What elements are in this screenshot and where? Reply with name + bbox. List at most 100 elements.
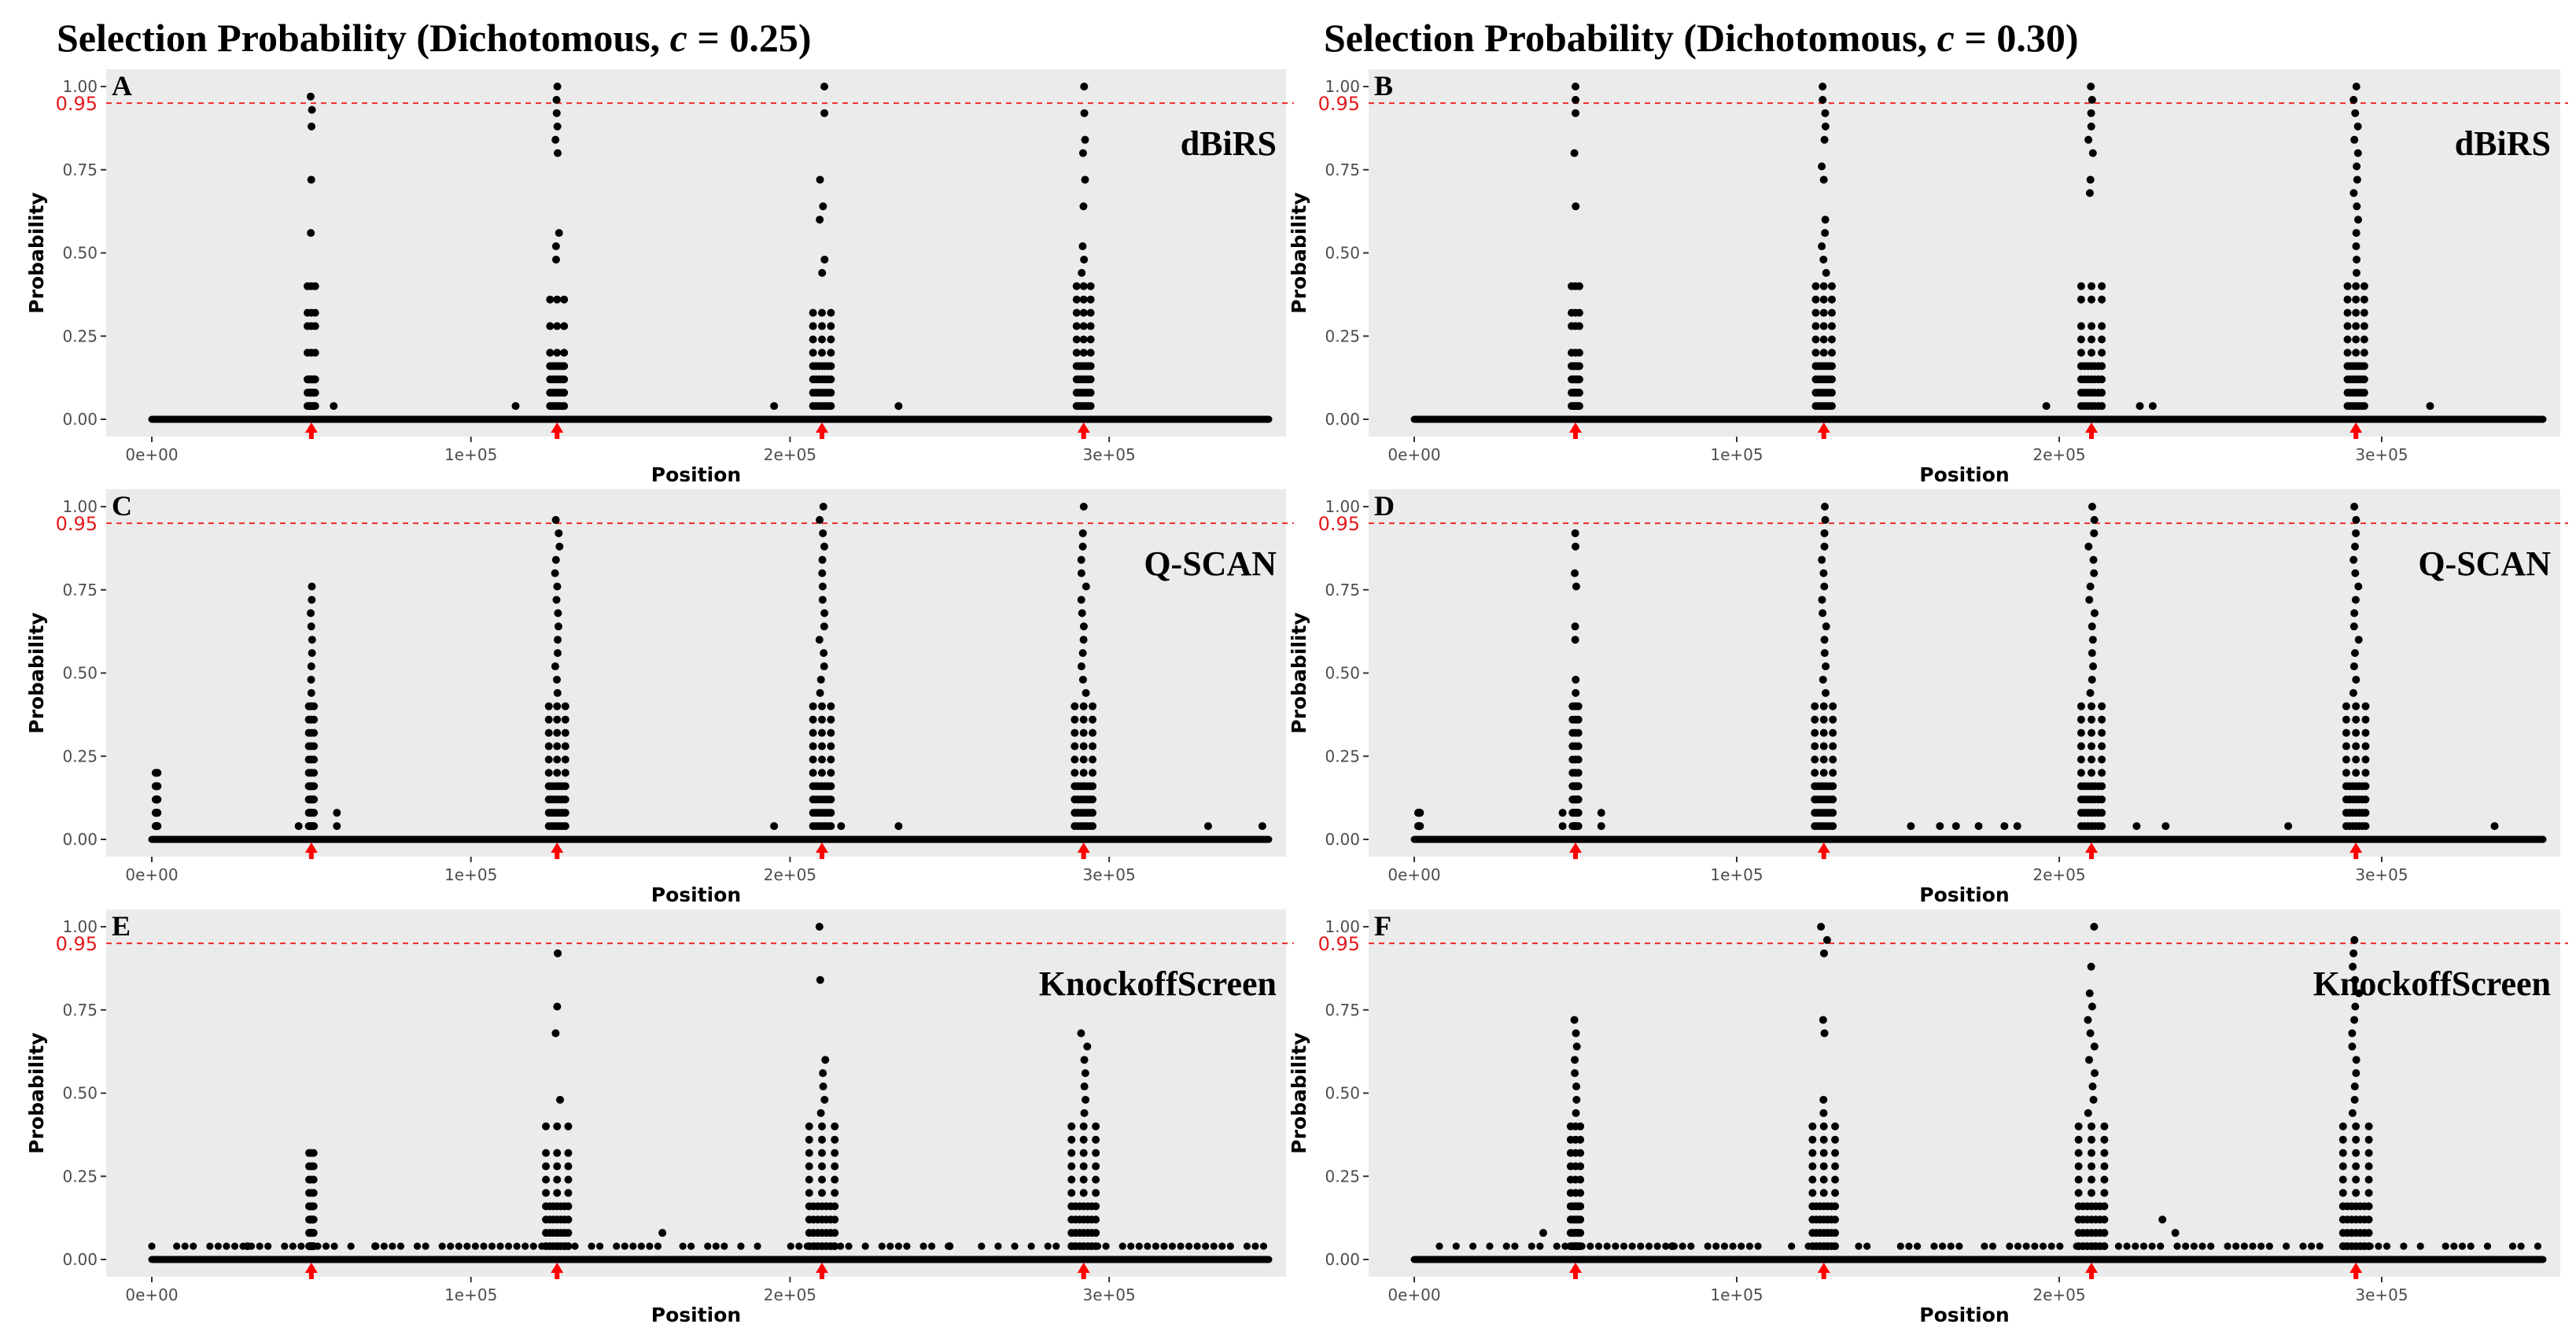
data-point (2400, 1242, 2408, 1250)
data-point (2349, 622, 2358, 631)
data-point (555, 529, 563, 537)
data-point (2000, 822, 2009, 831)
data-point (1203, 822, 1212, 831)
data-point (306, 92, 315, 101)
data-point (2342, 769, 2350, 777)
causal-arrow-icon (551, 843, 564, 859)
data-point (551, 1029, 560, 1038)
data-point (1572, 582, 1580, 591)
data-point (2098, 402, 2106, 411)
data-point (720, 1242, 728, 1250)
data-point (2098, 782, 2106, 791)
x-tick-label: 1e+05 (1710, 1285, 1763, 1304)
threshold-label: 0.95 (1318, 93, 1360, 115)
causal-arrow-icon (2085, 843, 2098, 859)
data-point (2084, 1056, 2093, 1064)
data-point (2458, 1242, 2467, 1250)
data-point (2089, 662, 2098, 671)
data-point (1831, 1202, 1840, 1211)
data-point (1829, 728, 1837, 737)
data-point (1821, 515, 1830, 524)
threshold-label: 0.95 (56, 513, 98, 535)
data-point (2100, 1135, 2109, 1144)
data-point (1078, 542, 1087, 551)
data-point (264, 1242, 272, 1250)
data-point (1571, 529, 1579, 537)
data-point (2352, 728, 2360, 737)
data-point (2352, 1135, 2360, 1144)
data-point (2088, 349, 2095, 357)
data-point (831, 1175, 839, 1184)
data-point (1052, 1242, 1060, 1250)
causal-arrow-icon (551, 1263, 564, 1279)
data-point (1226, 1242, 1234, 1250)
data-point (310, 715, 319, 724)
causal-arrow-icon (1077, 843, 1090, 859)
data-point (1193, 1242, 1201, 1250)
y-tick-label: 1.00 (62, 497, 98, 516)
data-point (1079, 755, 1088, 764)
method-label: KnockoffScreen (1039, 964, 1277, 1003)
data-point (819, 1069, 827, 1078)
data-point (438, 1242, 446, 1250)
method-label: dBiRS (1181, 124, 1277, 163)
data-point (2352, 282, 2360, 290)
data-point (553, 322, 562, 330)
data-point (1011, 1242, 1019, 1250)
y-tick-label: 0.25 (62, 1167, 98, 1186)
panel-letter: A (112, 70, 132, 101)
data-point (1067, 1122, 1076, 1130)
data-point (553, 742, 562, 751)
data-point (2350, 135, 2359, 144)
data-point (2098, 375, 2106, 384)
data-point (2352, 335, 2360, 344)
data-point (2139, 1242, 2148, 1250)
data-point (1086, 375, 1095, 384)
panel-f: 0.00 0.25 0.50 0.75 1.00 0e+00 1e+05 2e+05 3e+05… (1288, 909, 2568, 1324)
data-point (310, 702, 319, 710)
data-point (1080, 1056, 1089, 1064)
data-point (1079, 715, 1088, 724)
data-point (2352, 308, 2360, 317)
data-point (2364, 1229, 2373, 1237)
data-point (1905, 1242, 1913, 1250)
data-point (809, 308, 817, 317)
y-tick-label: 0.75 (1325, 160, 1360, 179)
data-point (1572, 1108, 1580, 1117)
causal-arrow-icon (304, 843, 318, 859)
data-point (1202, 1242, 1210, 1250)
data-point (330, 1242, 338, 1250)
data-point (2088, 1135, 2095, 1144)
data-point (1067, 1162, 1076, 1171)
data-point (809, 728, 817, 737)
y-axis-title: Probability (25, 1032, 48, 1153)
causal-arrow-icon (2349, 1263, 2363, 1279)
y-axis-title: Probability (1288, 192, 1310, 313)
data-point (1079, 1122, 1088, 1130)
data-point (2338, 1175, 2347, 1184)
data-point (1082, 1095, 1090, 1104)
data-point (560, 375, 569, 384)
x-tick-label: 3e+05 (2355, 445, 2408, 464)
data-point (1955, 1242, 1963, 1250)
data-point (1079, 702, 1088, 710)
data-point (504, 1242, 513, 1250)
data-point (2416, 1242, 2424, 1250)
x-axis-title: Position (651, 1304, 741, 1324)
data-point (552, 596, 561, 604)
data-point (560, 349, 569, 357)
data-point (1827, 335, 1836, 344)
data-point (1831, 1175, 1840, 1184)
data-point (1086, 308, 1095, 317)
data-point (463, 1242, 471, 1250)
data-point (2517, 1242, 2525, 1250)
data-point (827, 728, 835, 737)
data-point (1571, 636, 1579, 644)
data-point (553, 649, 562, 658)
data-point (2342, 728, 2350, 737)
data-point (821, 1056, 830, 1064)
data-point (2074, 1162, 2083, 1171)
data-point (1819, 1149, 1828, 1157)
data-point (712, 1242, 720, 1250)
data-point (2348, 1042, 2357, 1051)
